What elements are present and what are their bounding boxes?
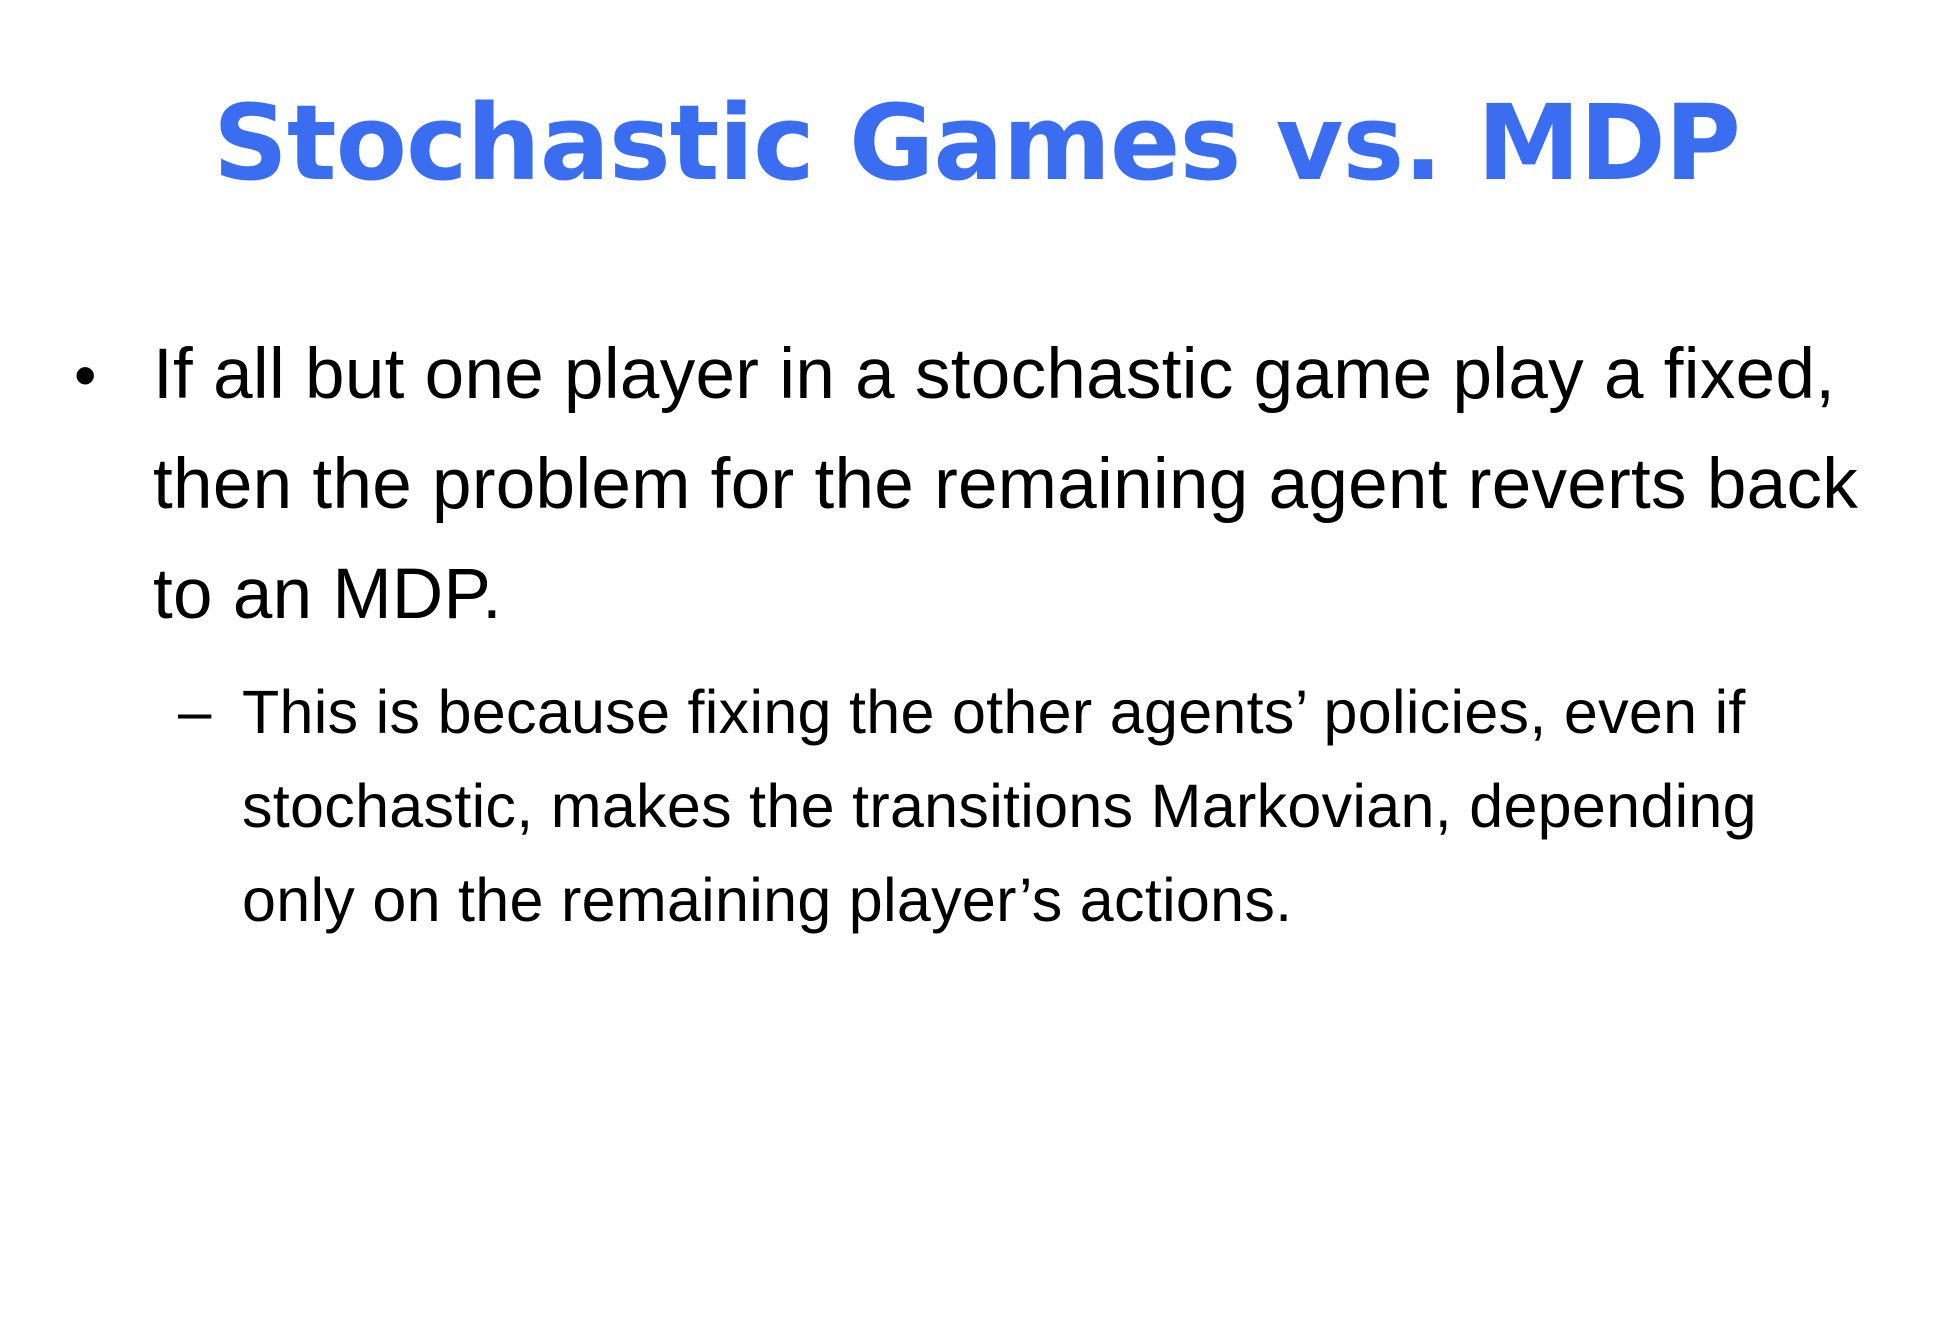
- bullet-list: • If all but one player in a stochastic …: [0, 320, 1953, 947]
- sub-bullet-text: This is because fixing the other agents’…: [242, 678, 1757, 934]
- bullet-item: • If all but one player in a stochastic …: [0, 320, 1953, 947]
- sub-bullet-item: – This is because fixing the other agent…: [0, 665, 1953, 947]
- sub-bullet-marker: –: [178, 678, 212, 745]
- bullet-text: If all but one player in a stochastic ga…: [153, 335, 1859, 634]
- bullet-marker: •: [74, 339, 97, 411]
- sub-bullet-list: – This is because fixing the other agent…: [0, 665, 1953, 947]
- slide-title: Stochastic Games vs. MDP: [212, 82, 1741, 204]
